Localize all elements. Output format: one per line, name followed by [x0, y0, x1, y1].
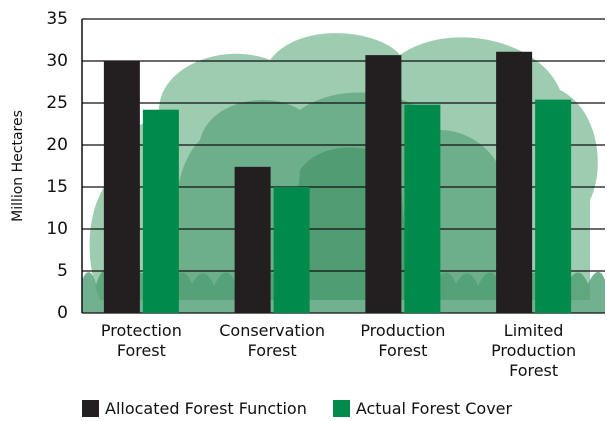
y-tick-label: 25 [46, 93, 68, 113]
y-tick-label: 35 [46, 9, 68, 29]
legend-swatch [332, 400, 350, 417]
y-tick-label: 5 [57, 261, 68, 281]
bar [535, 99, 572, 313]
y-tick-label: 30 [46, 51, 68, 71]
y-tick-label: 15 [46, 177, 68, 197]
legend-item: Actual Forest Cover [332, 399, 513, 418]
legend-label: Allocated Forest Function [105, 399, 307, 418]
y-axis-label: Million Hectares [10, 110, 26, 222]
bar [404, 104, 441, 314]
legend-swatch [82, 400, 99, 417]
bar [142, 109, 179, 313]
bar [234, 166, 271, 313]
legend-item: Allocated Forest Function [82, 399, 307, 418]
legend-label: Actual Forest Cover [355, 399, 513, 418]
bar [103, 61, 140, 313]
x-tick-label: Limited Production Forest [491, 321, 577, 380]
y-tick-label: 10 [46, 219, 68, 239]
legend: Allocated Forest Function Actual Forest C… [82, 399, 512, 418]
bar [365, 55, 402, 314]
y-tick-label: 20 [46, 135, 68, 155]
x-tick-label: Conservation Forest [219, 321, 326, 360]
x-tick-label: Protection Forest [100, 321, 182, 360]
y-tick-label: 0 [57, 303, 68, 323]
bar [273, 187, 310, 313]
x-tick-label: Production Forest [360, 321, 446, 360]
bar [496, 51, 533, 313]
